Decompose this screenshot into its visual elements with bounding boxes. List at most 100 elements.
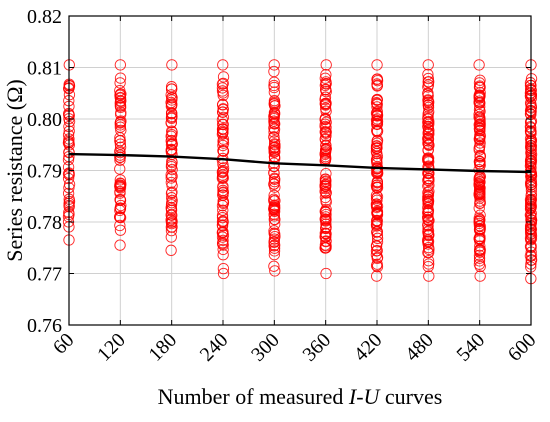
scatter-group-540 (473, 59, 486, 282)
scatter-point (320, 167, 332, 180)
scatter-point (371, 194, 383, 206)
scatter-point (422, 174, 434, 186)
scatter-point (165, 172, 177, 184)
scatter-point (217, 249, 229, 261)
scatter-point (268, 94, 281, 107)
scatter-point (268, 260, 280, 272)
scatter-group-240 (216, 59, 230, 280)
scatter-point (320, 240, 332, 252)
scatter-point (217, 262, 230, 275)
scatter-point (474, 157, 486, 170)
scatter-point (371, 93, 383, 106)
scatter-point (268, 227, 280, 239)
y-tick-label: 0.81 (27, 58, 62, 80)
scatter-point (474, 74, 486, 86)
scatter-point (268, 79, 280, 92)
scatter-point (217, 106, 229, 118)
scatter-point (165, 117, 177, 129)
scatter-point (370, 245, 383, 257)
scatter-point (165, 201, 177, 214)
scatter-point (319, 215, 332, 227)
mean-series-line (68, 152, 532, 174)
scatter-point (370, 198, 383, 210)
scatter-point (114, 59, 127, 71)
scatter-point (371, 232, 384, 244)
scatter-point (371, 98, 383, 110)
scatter-point (370, 145, 383, 158)
scatter-point (269, 265, 281, 277)
scatter-point (474, 111, 486, 123)
scatter-point (114, 101, 127, 114)
scatter-point (423, 258, 435, 270)
scatter-point (114, 72, 127, 84)
scatter-point (371, 225, 384, 238)
scatter-point (371, 258, 383, 270)
scatter-point (422, 223, 434, 235)
scatter-point (473, 217, 485, 229)
scatter-point (268, 236, 280, 249)
scatter-point (473, 104, 486, 116)
scatter-point (268, 160, 280, 173)
scatter-point (423, 139, 435, 151)
y-tick-label: 0.80 (27, 109, 62, 131)
scatter-point (422, 226, 434, 238)
scatter-point (268, 175, 281, 188)
scatter-point (320, 218, 332, 230)
y-axis-title: Series resistance (Ω) (2, 79, 27, 262)
scatter-point (473, 255, 486, 267)
scatter-point (371, 251, 384, 264)
scatter-point (319, 242, 331, 254)
scatter-point (166, 163, 178, 176)
scatter-point (422, 255, 435, 267)
scatter-point (114, 151, 126, 164)
scatter-point (268, 172, 281, 184)
y-tick-label: 0.76 (27, 315, 62, 337)
scatter-point (473, 119, 485, 131)
scatter-point (166, 98, 178, 110)
scatter-point (268, 166, 280, 179)
scatter-point (474, 230, 486, 243)
scatter-point (166, 221, 178, 233)
scatter-point (422, 235, 435, 247)
scatter-point (268, 86, 280, 98)
scatter-point (422, 135, 434, 147)
scatter-point (114, 224, 127, 236)
scatter-point (165, 169, 177, 181)
scatter-point (371, 125, 384, 137)
scatter-point (114, 163, 126, 175)
scatter-point (268, 135, 281, 147)
scatter-point (166, 170, 178, 182)
scatter-point (217, 118, 229, 131)
scatter-point (320, 130, 332, 142)
scatter-point (216, 78, 229, 90)
scatter-point (217, 239, 229, 251)
scatter-point (268, 98, 280, 110)
scatter-point (370, 114, 383, 126)
scatter-point (269, 228, 281, 240)
scatter-point (473, 202, 485, 214)
scatter-point (114, 174, 126, 186)
scatter-point (320, 59, 332, 71)
scatter-point (371, 208, 384, 220)
scatter-point (216, 166, 229, 179)
scatter-point (165, 81, 178, 93)
scatter-point (371, 79, 384, 91)
scatter-point (115, 124, 127, 137)
scatter-point (473, 91, 485, 103)
scatter-point (166, 144, 178, 156)
scatter-point (473, 144, 485, 156)
scatter-point (217, 123, 229, 135)
scatter-point (165, 83, 178, 95)
scatter-point (268, 240, 280, 252)
scatter-point (422, 173, 435, 185)
scatter-point (217, 59, 229, 71)
scatter-point (165, 244, 177, 256)
scatter-point (422, 120, 434, 133)
x-axis-title: Number of measured I-U curves (158, 384, 443, 409)
scatter-point (422, 219, 434, 231)
scatter-point (320, 105, 332, 117)
scatter-point (320, 267, 332, 280)
scatter-point (216, 216, 229, 228)
